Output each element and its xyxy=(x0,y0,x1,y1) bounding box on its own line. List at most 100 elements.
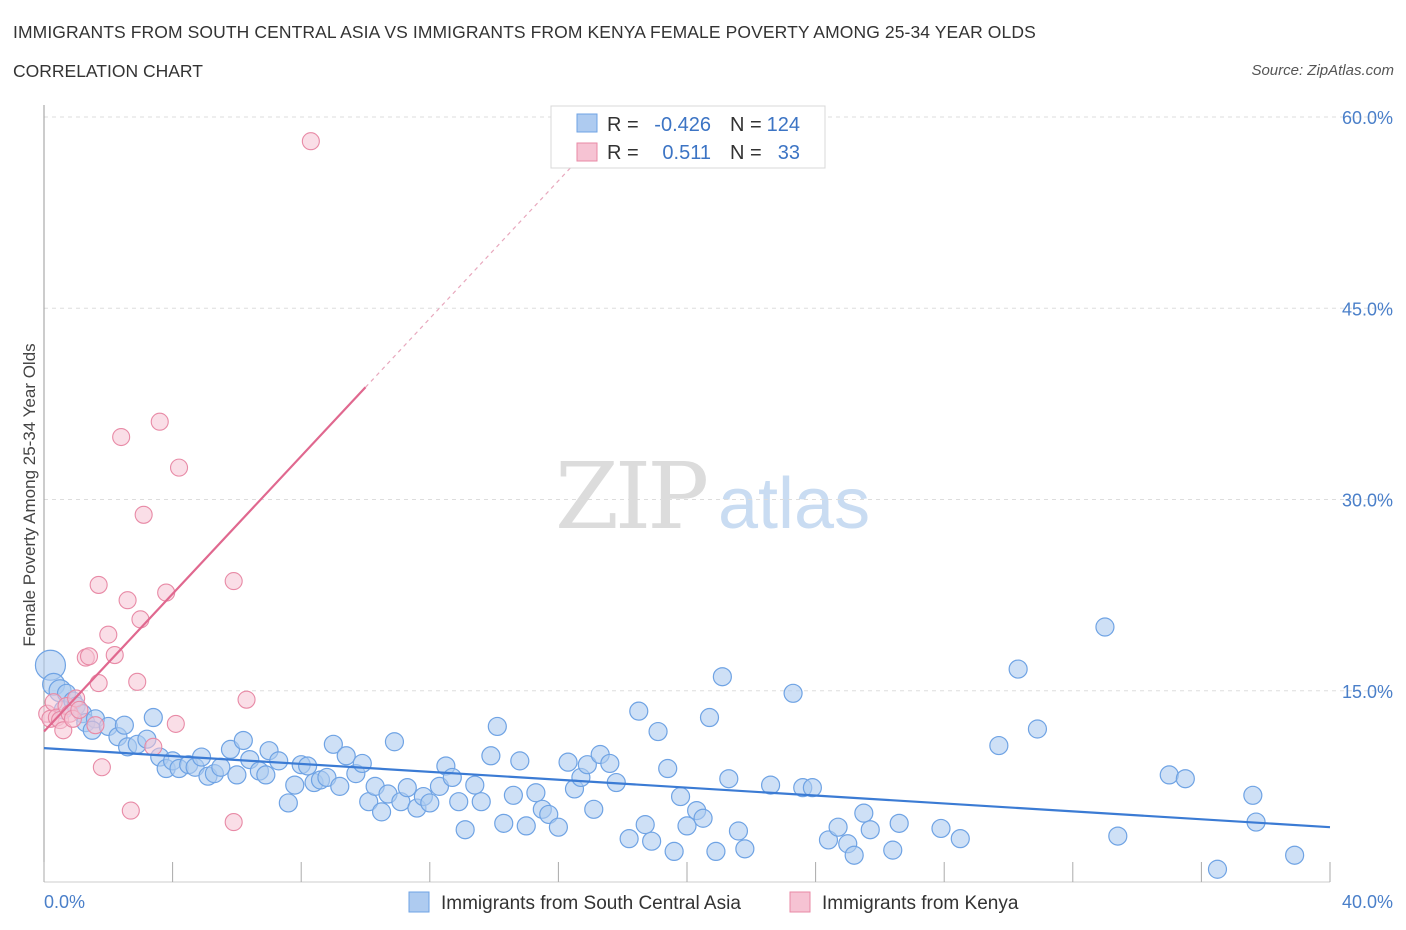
data-point-kenya xyxy=(121,801,140,820)
data-point-south-central-asia xyxy=(256,765,276,785)
data-point-south-central-asia xyxy=(735,839,755,859)
data-point-south-central-asia xyxy=(706,841,726,862)
data-point-south-central-asia xyxy=(844,845,864,865)
watermark: ZIP atlas xyxy=(555,443,870,550)
data-point-south-central-asia xyxy=(455,820,475,840)
data-point-south-central-asia xyxy=(526,783,546,803)
data-point-kenya xyxy=(79,647,99,666)
data-point-south-central-asia xyxy=(584,799,604,819)
data-point-south-central-asia xyxy=(619,829,639,849)
data-point-south-central-asia xyxy=(860,820,880,840)
data-point-south-central-asia xyxy=(1159,765,1179,785)
data-point-south-central-asia xyxy=(278,793,298,813)
data-point-south-central-asia xyxy=(719,769,739,789)
data-point-south-central-asia xyxy=(677,816,697,836)
legend-r-value-1: -0.426 xyxy=(654,114,711,136)
data-point-south-central-asia xyxy=(285,775,305,795)
data-point-south-central-asia xyxy=(442,767,462,788)
data-point-south-central-asia xyxy=(629,701,649,721)
data-point-kenya xyxy=(89,575,108,594)
data-point-south-central-asia xyxy=(1108,826,1128,846)
legend-bottom-swatch-pink xyxy=(789,891,811,913)
data-point-south-central-asia xyxy=(494,813,514,833)
y-tick-label: 60.0% xyxy=(1342,108,1393,128)
legend-bottom-swatch-blue xyxy=(408,891,430,913)
data-point-south-central-asia xyxy=(950,829,970,849)
series-south-central-asia-points xyxy=(34,617,1305,879)
data-point-south-central-asia xyxy=(1243,785,1263,805)
data-point-kenya xyxy=(224,813,243,832)
legend-bottom-label-blue: Immigrants from South Central Asia xyxy=(441,893,741,914)
data-point-south-central-asia xyxy=(889,813,909,833)
data-point-kenya xyxy=(86,716,105,735)
data-point-kenya xyxy=(157,583,176,602)
data-point-south-central-asia xyxy=(760,775,781,795)
data-point-south-central-asia xyxy=(648,721,668,742)
data-point-south-central-asia xyxy=(336,746,356,766)
data-point-kenya xyxy=(112,427,131,447)
data-point-kenya xyxy=(118,591,137,610)
data-point-south-central-asia xyxy=(465,775,485,795)
y-tick-label: 30.0% xyxy=(1342,491,1393,511)
data-point-south-central-asia xyxy=(352,753,372,774)
y-tick-labels: 15.0% 30.0% 45.0% 60.0% xyxy=(1342,108,1393,702)
data-point-south-central-asia xyxy=(664,841,684,862)
legend-n-label-1: N = xyxy=(730,114,762,136)
data-point-south-central-asia xyxy=(539,804,559,825)
data-point-kenya xyxy=(150,412,169,431)
data-point-south-central-asia xyxy=(818,830,839,850)
x-tick-marks xyxy=(43,862,1331,882)
data-point-south-central-asia xyxy=(510,751,530,771)
legend-swatch-blue xyxy=(576,113,598,133)
data-point-kenya xyxy=(99,625,118,644)
data-point-kenya xyxy=(131,610,150,629)
data-point-kenya xyxy=(92,758,111,777)
legend-n-value-2: 33 xyxy=(778,142,800,164)
data-point-kenya xyxy=(169,458,189,477)
data-point-south-central-asia xyxy=(712,667,732,687)
data-point-south-central-asia xyxy=(481,746,501,766)
data-point-south-central-asia xyxy=(670,786,691,807)
data-point-south-central-asia xyxy=(323,734,343,754)
data-point-kenya xyxy=(301,132,320,151)
data-point-kenya xyxy=(166,714,185,733)
data-point-south-central-asia xyxy=(548,817,569,837)
data-point-south-central-asia xyxy=(227,765,247,785)
x-tick-label-max: 40.0% xyxy=(1342,892,1393,912)
data-point-south-central-asia xyxy=(699,707,720,728)
trend-lines xyxy=(43,163,1331,829)
data-point-south-central-asia xyxy=(989,735,1009,756)
data-point-south-central-asia xyxy=(883,840,903,860)
data-point-south-central-asia xyxy=(487,716,507,737)
correlation-legend: R = -0.426 N = 124 R = 0.511 N = 33 xyxy=(550,105,826,169)
data-point-south-central-asia xyxy=(577,755,597,775)
trend-line-kenya-extension xyxy=(365,163,575,388)
legend-r-label-2: R = xyxy=(607,142,639,164)
data-point-south-central-asia xyxy=(420,793,440,813)
data-point-south-central-asia xyxy=(1175,769,1195,789)
legend-r-label-1: R = xyxy=(607,114,639,136)
data-point-south-central-asia xyxy=(211,757,231,777)
data-point-south-central-asia xyxy=(397,778,417,798)
data-point-south-central-asia xyxy=(558,752,578,772)
data-point-south-central-asia xyxy=(298,756,318,776)
data-point-south-central-asia xyxy=(783,683,803,703)
data-point-south-central-asia xyxy=(802,778,822,798)
data-point-south-central-asia xyxy=(658,758,678,779)
data-point-south-central-asia xyxy=(471,792,491,812)
data-point-south-central-asia xyxy=(330,776,350,796)
chart-subtitle: CORRELATION CHART xyxy=(13,61,203,81)
chart-title: IMMIGRANTS FROM SOUTH CENTRAL ASIA VS IM… xyxy=(13,22,1036,42)
data-point-south-central-asia xyxy=(642,831,662,851)
data-point-kenya xyxy=(224,572,243,591)
data-point-south-central-asia xyxy=(635,815,655,835)
data-point-kenya xyxy=(134,505,153,524)
x-tick-label-min: 0.0% xyxy=(44,892,85,912)
data-point-south-central-asia xyxy=(1095,617,1115,637)
data-point-kenya xyxy=(89,674,108,693)
data-point-kenya xyxy=(144,737,163,756)
data-point-kenya xyxy=(237,690,256,709)
data-point-kenya xyxy=(70,700,89,719)
data-point-south-central-asia xyxy=(931,818,951,839)
